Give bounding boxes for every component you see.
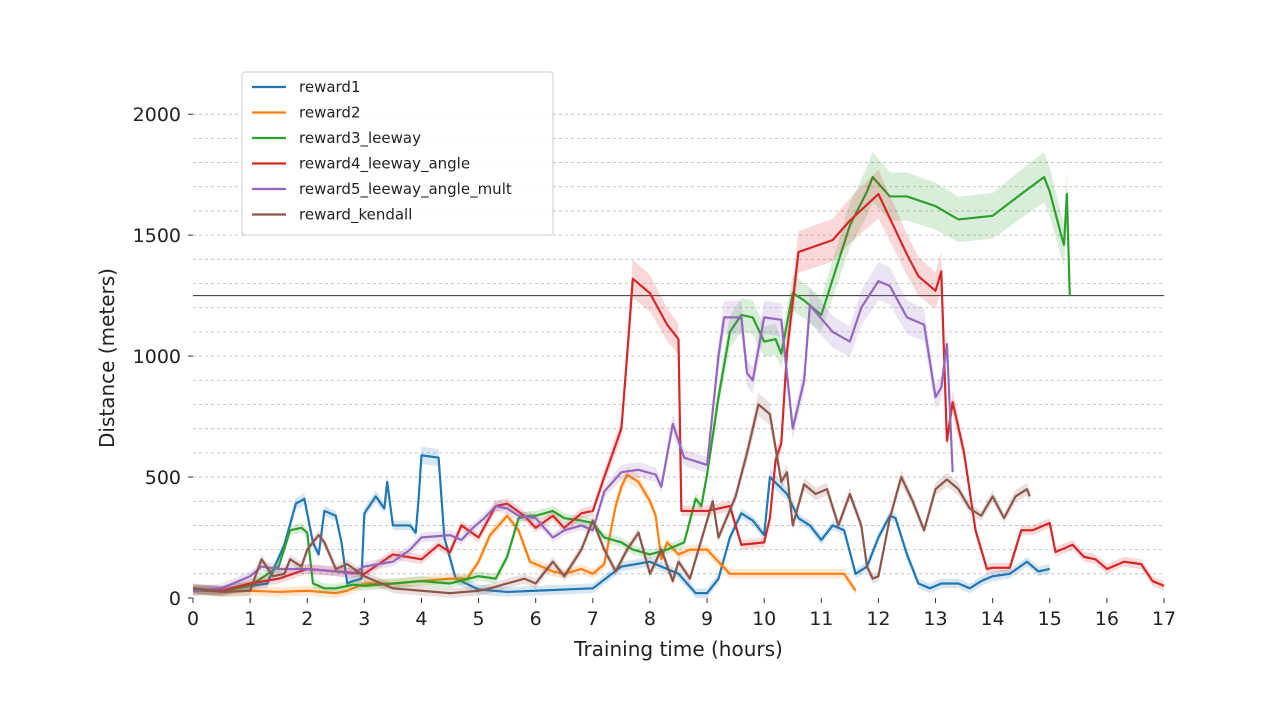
x-tick-label: 9 <box>701 608 713 630</box>
x-tick-label: 0 <box>187 608 199 630</box>
series-band <box>193 169 1164 596</box>
x-tick-label: 16 <box>1095 608 1119 630</box>
y-tick-label: 500 <box>145 467 181 489</box>
series-line <box>192 280 954 592</box>
y-tick-label: 2000 <box>133 104 181 126</box>
x-axis-label: Training time (hours) <box>573 637 783 661</box>
legend-label: reward_kendall <box>299 206 412 225</box>
y-axis-label: Distance (meters) <box>95 268 119 448</box>
series-lines <box>192 151 1165 598</box>
legend-label: reward5_leeway_angle_mult <box>299 180 512 199</box>
legend-label: reward3_leeway <box>299 129 421 148</box>
x-tick-label: 6 <box>530 608 542 630</box>
x-tick-label: 2 <box>301 608 313 630</box>
x-tick-label: 11 <box>809 608 833 630</box>
axes: 0 1 2 3 4 5 6 7 8 9 10 11 12 13 14 15 16 1705001000150020… <box>133 104 1176 630</box>
x-tick-label: 7 <box>587 608 599 630</box>
x-tick-label: 10 <box>752 608 776 630</box>
series-band <box>193 151 1070 596</box>
x-tick-label: 5 <box>473 608 485 630</box>
y-tick-label: 1500 <box>133 225 181 247</box>
series-line <box>192 192 1165 592</box>
x-tick-label: 1 <box>244 608 256 630</box>
x-tick-label: 14 <box>981 608 1005 630</box>
series-line <box>193 175 1071 592</box>
x-tick-label: 12 <box>866 608 890 630</box>
x-tick-label: 15 <box>1038 608 1062 630</box>
x-tick-label: 8 <box>644 608 656 630</box>
y-tick-label: 0 <box>169 588 181 610</box>
x-tick-label: 13 <box>923 608 947 630</box>
legend-label: reward2 <box>299 104 361 122</box>
y-tick-label: 1000 <box>133 346 181 368</box>
series-band <box>193 392 1030 598</box>
x-tick-label: 17 <box>1152 608 1176 630</box>
series-line <box>192 403 1031 595</box>
legend-label: reward4_leeway_angle <box>299 155 470 174</box>
legend-label: reward1 <box>299 78 361 96</box>
legend: reward1 reward2 reward3_leeway reward4_leew… <box>241 71 554 236</box>
legend-box <box>241 71 554 236</box>
x-tick-label: 4 <box>415 608 427 630</box>
series-line <box>192 454 1050 595</box>
x-tick-label: 3 <box>358 608 370 630</box>
